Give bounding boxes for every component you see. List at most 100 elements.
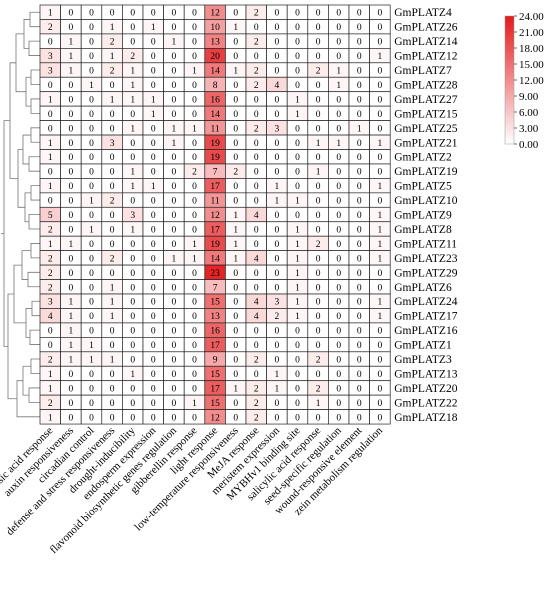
cell-value-label: 0 (295, 168, 300, 178)
cell-value-label: 0 (130, 384, 135, 394)
cell-value-label: 0 (69, 269, 74, 279)
cell-value-label: 0 (275, 413, 280, 423)
cell-value-label: 0 (151, 384, 156, 394)
cell-value-label: 0 (254, 139, 259, 149)
cell-value-label: 4 (48, 312, 53, 322)
cell-value-label: 0 (295, 139, 300, 149)
cell-value-label: 1 (275, 182, 280, 192)
cell-value-label: 1 (275, 197, 280, 207)
cell-value-label: 1 (69, 38, 74, 48)
row-label: GmPLATZ3 (394, 354, 452, 366)
dendrogram-branch (25, 308, 32, 338)
cell-value-label: 1 (192, 254, 197, 264)
cell-value-label: 0 (69, 225, 74, 235)
cell-value-label: 0 (69, 81, 74, 91)
cell-value-label: 0 (275, 9, 280, 19)
cell-value-label: 0 (275, 341, 280, 351)
cell-value-label: 0 (110, 413, 115, 423)
cell-value-label: 3 (130, 211, 135, 221)
cell-value-label: 1 (295, 95, 300, 105)
cell-value-label: 4 (254, 298, 259, 308)
cell-value-label: 0 (295, 67, 300, 77)
cell-value-label: 0 (357, 197, 362, 207)
cell-value-label: 0 (192, 182, 197, 192)
cell-value-label: 0 (192, 95, 197, 105)
cell-value-label: 0 (233, 356, 238, 366)
color-scale-legend: 24.00 21.00 18.00 15.00 12.00 9.00 6.00 3.00 0.0… (504, 11, 544, 151)
cell-value-label: 0 (336, 240, 341, 250)
cell-value-label: 0 (130, 413, 135, 423)
cell-value-label: 0 (192, 327, 197, 337)
cell-value-label: 0 (192, 52, 197, 62)
row-label: GmPLATZ17 (394, 311, 458, 323)
cell-value-label: 1 (233, 67, 238, 77)
cell-value-label: 19 (210, 139, 220, 149)
cell-value-label: 0 (130, 356, 135, 366)
cell-value-label: 0 (172, 52, 177, 62)
cell-value-label: 0 (295, 9, 300, 19)
cell-value-label: 1 (89, 81, 94, 91)
cell-value-label: 0 (48, 327, 53, 337)
cell-value-label: 1 (110, 52, 115, 62)
cell-value-label: 0 (336, 52, 341, 62)
cell-value-label: 0 (336, 356, 341, 366)
cell-value-label: 0 (254, 283, 259, 293)
cell-value-label: 1 (295, 312, 300, 322)
cell-value-label: 0 (336, 95, 341, 105)
cell-value-label: 0 (151, 298, 156, 308)
cell-value-label: 2 (316, 356, 321, 366)
cell-value-label: 0 (110, 124, 115, 134)
cell-value-label: 0 (130, 327, 135, 337)
row-label: GmPLATZ25 (394, 123, 458, 135)
cell-value-label: 0 (130, 110, 135, 120)
colorbar-tick-label: 9.00 (519, 91, 539, 103)
cell-value-label: 0 (275, 67, 280, 77)
cell-value-label: 2 (48, 269, 53, 279)
cell-value-label: 0 (336, 312, 341, 322)
cell-value-label: 0 (357, 81, 362, 91)
cell-value-label: 3 (275, 124, 280, 134)
cell-value-label: 0 (172, 240, 177, 250)
cell-value-label: 0 (378, 153, 383, 163)
cell-value-label: 0 (110, 327, 115, 337)
cell-value-label: 0 (89, 23, 94, 33)
cell-value-label: 11 (211, 197, 220, 207)
cell-value-label: 3 (48, 298, 53, 308)
cell-value-label: 2 (130, 52, 135, 62)
cell-value-label: 0 (275, 110, 280, 120)
cell-value-label: 0 (110, 370, 115, 380)
cell-value-label: 0 (357, 23, 362, 33)
row-dendrogram (1, 11, 40, 418)
cell-value-label: 0 (233, 197, 238, 207)
cell-value-label: 0 (357, 95, 362, 105)
cell-value-label: 2 (110, 67, 115, 77)
cell-value-label: 0 (275, 153, 280, 163)
cell-value-label: 0 (69, 197, 74, 207)
cell-value-label: 0 (89, 182, 94, 192)
cell-value-label: 1 (130, 182, 135, 192)
cell-value-label: 0 (357, 384, 362, 394)
cell-value-label: 1 (233, 225, 238, 235)
cell-value-label: 1 (130, 67, 135, 77)
cell-value-label: 1 (295, 283, 300, 293)
cell-value-label: 0 (378, 327, 383, 337)
cell-value-label: 0 (110, 9, 115, 19)
cell-value-label: 0 (151, 225, 156, 235)
cell-value-label: 0 (110, 182, 115, 192)
cell-value-label: 2 (254, 399, 259, 409)
colorbar-tick-label: 18.00 (519, 43, 544, 55)
cell-value-label: 0 (316, 211, 321, 221)
cell-value-label: 1 (275, 384, 280, 394)
cell-value-label: 0 (295, 399, 300, 409)
cell-value-label: 4 (254, 312, 259, 322)
cell-value-label: 0 (336, 110, 341, 120)
cell-value-label: 1 (295, 110, 300, 120)
cell-value-label: 0 (233, 38, 238, 48)
cell-value-label: 0 (378, 124, 383, 134)
cell-value-label: 0 (110, 211, 115, 221)
dendrogram-branch (16, 380, 40, 418)
row-label: GmPLATZ20 (394, 383, 458, 395)
cell-value-label: 2 (254, 384, 259, 394)
row-label: GmPLATZ1 (394, 340, 452, 352)
cell-value-label: 14 (210, 110, 220, 120)
